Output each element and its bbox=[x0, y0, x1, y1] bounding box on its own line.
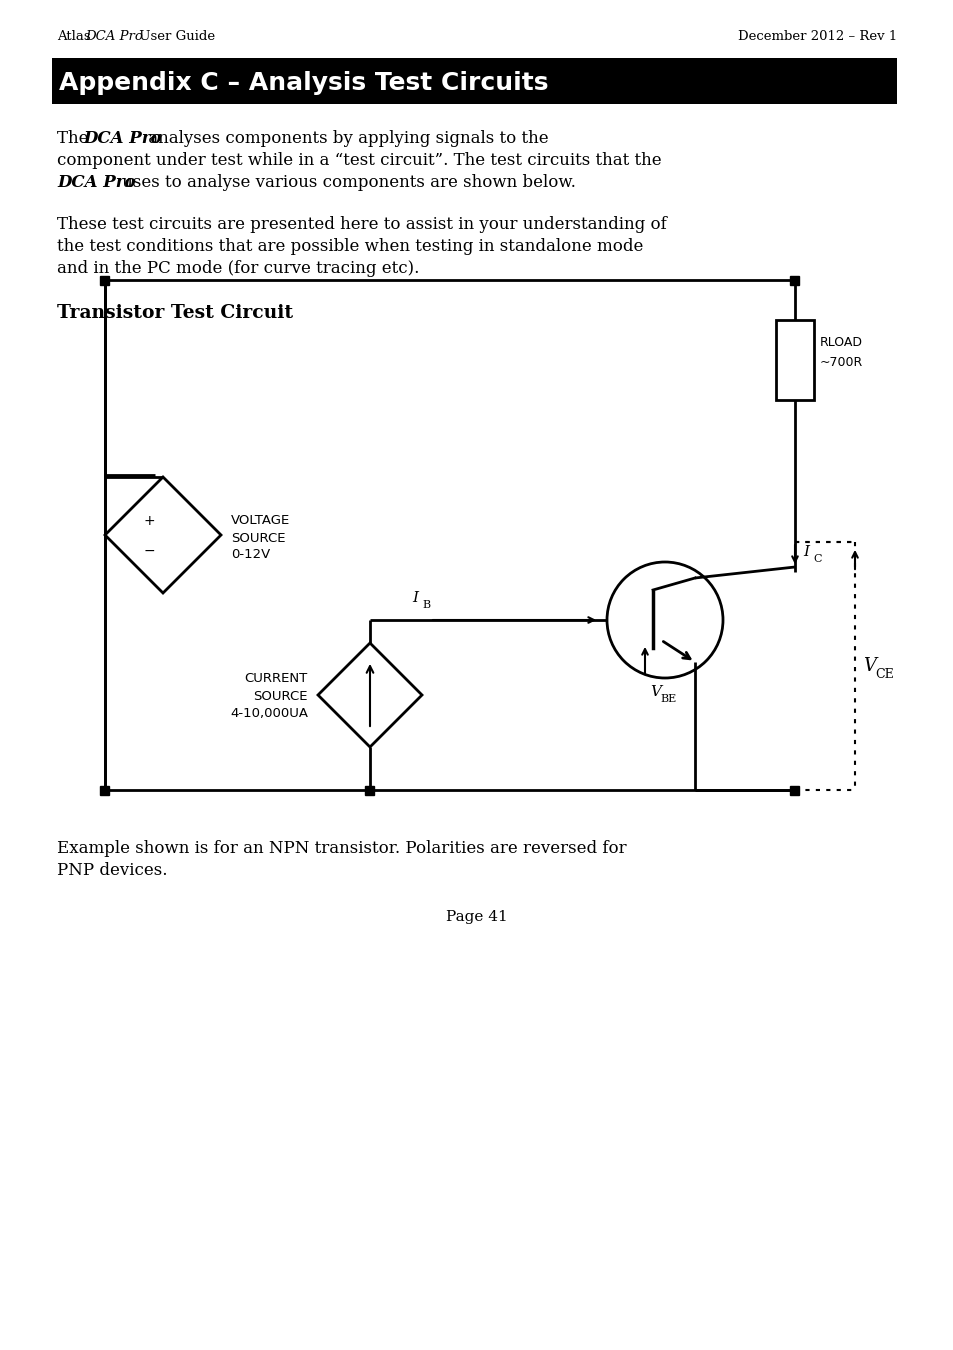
Text: −: − bbox=[143, 544, 154, 558]
Text: DCA Pro: DCA Pro bbox=[83, 130, 161, 147]
Text: CE: CE bbox=[874, 667, 893, 680]
Text: I: I bbox=[802, 545, 808, 559]
Text: 4-10,000UA: 4-10,000UA bbox=[230, 706, 308, 720]
Text: Page 41: Page 41 bbox=[446, 910, 507, 923]
Bar bbox=[365, 786, 375, 795]
Text: Appendix C – Analysis Test Circuits: Appendix C – Analysis Test Circuits bbox=[59, 72, 548, 94]
Text: V: V bbox=[649, 684, 660, 699]
Text: DCA Pro: DCA Pro bbox=[85, 30, 143, 43]
Text: V: V bbox=[862, 657, 875, 675]
Bar bbox=[790, 275, 799, 285]
Text: The: The bbox=[57, 130, 93, 147]
Text: analyses components by applying signals to the: analyses components by applying signals … bbox=[143, 130, 548, 147]
Text: Example shown is for an NPN transistor. Polarities are reversed for: Example shown is for an NPN transistor. … bbox=[57, 840, 626, 857]
Bar bbox=[100, 275, 110, 285]
Text: CURRENT: CURRENT bbox=[245, 672, 308, 686]
Text: the test conditions that are possible when testing in standalone mode: the test conditions that are possible wh… bbox=[57, 238, 642, 255]
Polygon shape bbox=[317, 643, 421, 747]
Text: Transistor Test Circuit: Transistor Test Circuit bbox=[57, 304, 293, 323]
Text: BE: BE bbox=[659, 694, 676, 703]
Text: SOURCE: SOURCE bbox=[231, 532, 285, 544]
Bar bbox=[52, 58, 896, 104]
Text: VOLTAGE: VOLTAGE bbox=[231, 514, 290, 528]
Bar bbox=[790, 786, 799, 795]
Text: uses to analyse various components are shown below.: uses to analyse various components are s… bbox=[117, 174, 576, 190]
Text: December 2012 – Rev 1: December 2012 – Rev 1 bbox=[737, 30, 896, 43]
Text: B: B bbox=[421, 599, 430, 610]
Bar bbox=[100, 786, 110, 795]
Circle shape bbox=[606, 562, 722, 678]
Text: User Guide: User Guide bbox=[135, 30, 214, 43]
Text: +: + bbox=[143, 514, 154, 528]
Polygon shape bbox=[105, 477, 221, 593]
Text: DCA Pro: DCA Pro bbox=[57, 174, 135, 190]
Text: RLOAD: RLOAD bbox=[820, 336, 862, 348]
Text: I: I bbox=[412, 591, 417, 605]
Bar bbox=[775, 320, 813, 400]
Text: 0-12V: 0-12V bbox=[231, 548, 270, 562]
Text: and in the PC mode (for curve tracing etc).: and in the PC mode (for curve tracing et… bbox=[57, 261, 419, 277]
Text: PNP devices.: PNP devices. bbox=[57, 863, 168, 879]
Text: Atlas: Atlas bbox=[57, 30, 94, 43]
Text: SOURCE: SOURCE bbox=[253, 690, 308, 702]
Text: C: C bbox=[812, 554, 821, 564]
Text: component under test while in a “test circuit”. The test circuits that the: component under test while in a “test ci… bbox=[57, 153, 661, 169]
Text: ~700R: ~700R bbox=[820, 355, 862, 369]
Text: These test circuits are presented here to assist in your understanding of: These test circuits are presented here t… bbox=[57, 216, 666, 234]
